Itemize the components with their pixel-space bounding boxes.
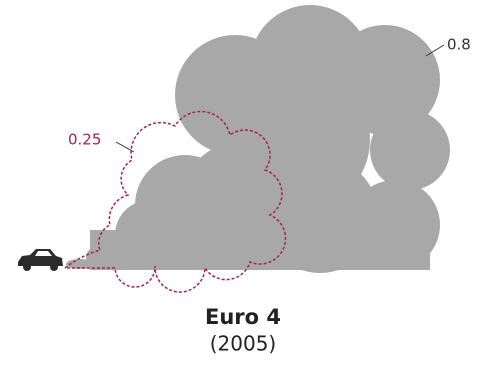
label-leader: [115, 141, 135, 153]
cloud-label: 0.8: [447, 36, 471, 54]
car-icon: [18, 249, 63, 271]
subtitle: (2005): [210, 332, 277, 356]
label-leader: [425, 44, 445, 57]
title: Euro 4: [205, 305, 281, 329]
large-cloud: [66, 5, 450, 273]
cloud-label: 0.25: [68, 131, 101, 149]
reference-cloud-outline: [62, 110, 287, 293]
